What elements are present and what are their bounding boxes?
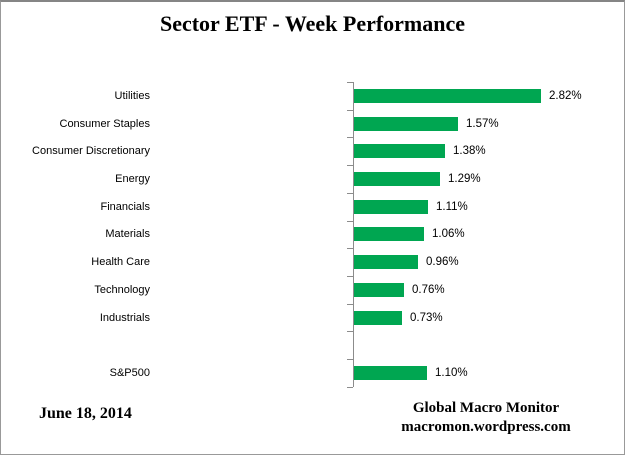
value-label: 1.57% — [466, 118, 499, 130]
axis-tick — [347, 193, 353, 194]
axis-tick — [347, 248, 353, 249]
axis-tick — [347, 221, 353, 222]
axis-tick — [347, 304, 353, 305]
value-label: 1.29% — [448, 173, 481, 185]
chart-title: Sector ETF - Week Performance — [159, 11, 466, 36]
bar — [354, 172, 440, 186]
value-label: 0.76% — [412, 284, 445, 296]
source-url: macromon.wordpress.com — [401, 419, 571, 435]
bar — [354, 89, 541, 103]
date-label: June 18, 2014 — [39, 405, 132, 422]
axis-tick — [347, 137, 353, 138]
category-label: Consumer Staples — [59, 118, 151, 130]
category-label: Health Care — [91, 256, 150, 268]
bar — [354, 366, 427, 380]
bar — [354, 283, 404, 297]
bar — [354, 117, 458, 131]
axis-tick — [347, 359, 353, 360]
bar — [354, 255, 418, 269]
axis-tick — [347, 82, 353, 83]
axis-tick — [347, 387, 353, 388]
category-label: Consumer Discretionary — [32, 145, 150, 157]
category-axis-line — [353, 82, 354, 387]
axis-tick — [347, 276, 353, 277]
value-label: 0.73% — [410, 312, 443, 324]
category-label: Materials — [105, 228, 150, 240]
bar — [354, 144, 445, 158]
source-credit: Global Macro Monitor macromon.wordpress.… — [376, 399, 596, 437]
category-label: Utilities — [114, 90, 150, 102]
source-name: Global Macro Monitor — [412, 400, 560, 416]
category-label: Industrials — [99, 312, 150, 324]
value-label: 1.06% — [432, 228, 465, 240]
axis-tick — [347, 165, 353, 166]
category-label: S&P500 — [109, 367, 150, 379]
axis-tick — [347, 110, 353, 111]
value-label: 1.10% — [435, 367, 468, 379]
value-label: 2.82% — [549, 90, 582, 102]
category-label: Technology — [94, 284, 150, 296]
bar — [354, 311, 402, 325]
bar — [354, 227, 424, 241]
bar — [354, 200, 428, 214]
category-label: Financials — [100, 201, 150, 213]
axis-tick — [347, 331, 353, 332]
value-label: 0.96% — [426, 256, 459, 268]
category-label: Energy — [115, 173, 150, 185]
value-label: 1.11% — [436, 201, 468, 213]
value-label: 1.38% — [453, 145, 486, 157]
